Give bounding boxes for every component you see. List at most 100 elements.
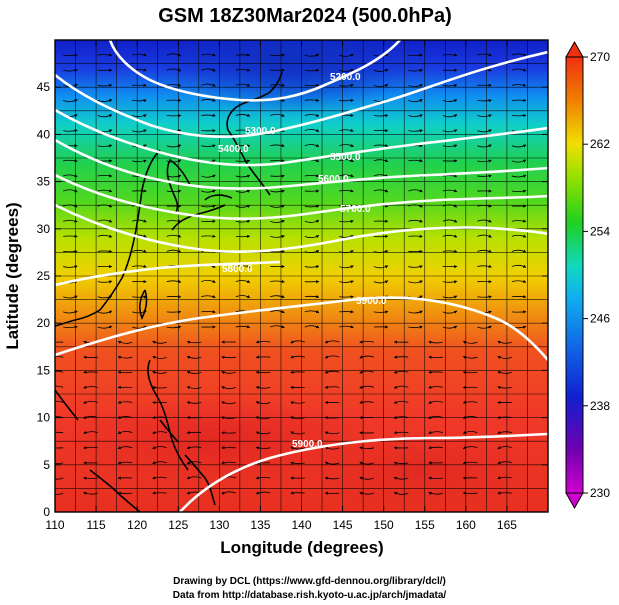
streamline [201, 174, 216, 178]
contour-label: 5400.0 [218, 144, 249, 155]
streamline [462, 430, 478, 434]
streamline [359, 446, 374, 450]
streamline [235, 279, 251, 283]
streamline [477, 295, 492, 299]
streamline [255, 446, 271, 450]
streamline [393, 430, 409, 435]
streamline [97, 189, 113, 193]
streamline [442, 295, 458, 299]
streamline [235, 234, 251, 239]
streamline [201, 98, 216, 102]
streamline [186, 356, 202, 360]
streamline [408, 114, 423, 118]
y-tick-label: 20 [37, 316, 51, 330]
colorbar-scale [565, 56, 584, 494]
streamline [304, 235, 320, 239]
streamline [408, 219, 423, 223]
streamline [152, 386, 167, 390]
streamline [166, 144, 182, 148]
streamline [477, 234, 492, 238]
streamline [55, 370, 64, 373]
streamline [166, 189, 182, 193]
streamline [428, 340, 443, 344]
streamline [221, 431, 236, 435]
streamline [255, 401, 271, 405]
streamline [117, 415, 133, 419]
streamline [339, 280, 354, 284]
streamline [63, 189, 78, 193]
contour-label: 5600.0 [318, 174, 349, 185]
streamline [132, 295, 147, 299]
streamline [339, 128, 354, 132]
streamline [304, 128, 320, 132]
streamline [63, 204, 78, 208]
streamline [290, 355, 305, 359]
colorbar-tick-label: 246 [590, 312, 610, 326]
streamline [497, 491, 512, 495]
streamline [477, 159, 492, 163]
streamline [359, 385, 374, 389]
streamline [511, 234, 527, 238]
streamline [132, 114, 147, 118]
streamline [132, 53, 147, 57]
streamline [186, 386, 202, 390]
contour-label: 5300.0 [245, 126, 276, 137]
streamline [511, 159, 527, 163]
streamline [83, 446, 98, 450]
streamline [393, 355, 409, 359]
streamline [152, 476, 167, 480]
streamline [83, 385, 98, 389]
colorbar-tick-label: 262 [590, 137, 610, 151]
streamline [339, 219, 354, 224]
streamline [132, 264, 147, 268]
streamline [511, 279, 527, 283]
streamline [270, 250, 285, 254]
streamline [132, 219, 147, 223]
streamline [408, 84, 423, 88]
streamline [304, 113, 320, 117]
streamline [497, 340, 512, 344]
colorbar-min-arrow [565, 492, 584, 510]
streamline [255, 491, 271, 495]
streamline [442, 53, 458, 57]
height-contours [55, 40, 548, 512]
streamline [373, 250, 389, 254]
streamline [235, 174, 251, 178]
streamline [63, 53, 78, 57]
streamline [152, 446, 167, 450]
streamline [152, 355, 167, 359]
y-tick-label: 10 [37, 411, 51, 425]
streamline [255, 386, 271, 390]
streamline [270, 325, 285, 329]
streamline [304, 220, 320, 224]
streamline [201, 53, 216, 57]
colorbar-tick-label: 238 [590, 399, 610, 413]
streamline [201, 204, 216, 208]
streamline [201, 234, 216, 238]
streamline [270, 204, 285, 208]
streamline [324, 416, 340, 420]
streamline [117, 340, 133, 344]
streamline [477, 219, 492, 223]
streamline [97, 280, 113, 284]
streamline [166, 325, 182, 329]
streamline [442, 219, 458, 223]
streamline [152, 430, 167, 434]
streamline [442, 325, 458, 329]
streamline [290, 431, 305, 435]
streamline [63, 310, 78, 314]
x-tick-label: 165 [497, 518, 517, 532]
streamline [270, 294, 285, 298]
y-tick-label: 30 [37, 222, 51, 236]
streamline [117, 491, 133, 495]
streamline [255, 416, 271, 420]
streamline [462, 340, 478, 344]
streamline [497, 371, 512, 375]
streamline [235, 53, 251, 57]
streamline [83, 370, 98, 374]
streamline [63, 295, 78, 299]
streamline [304, 68, 320, 73]
streamline [442, 129, 458, 133]
streamline [477, 174, 492, 178]
streamline [132, 99, 147, 103]
